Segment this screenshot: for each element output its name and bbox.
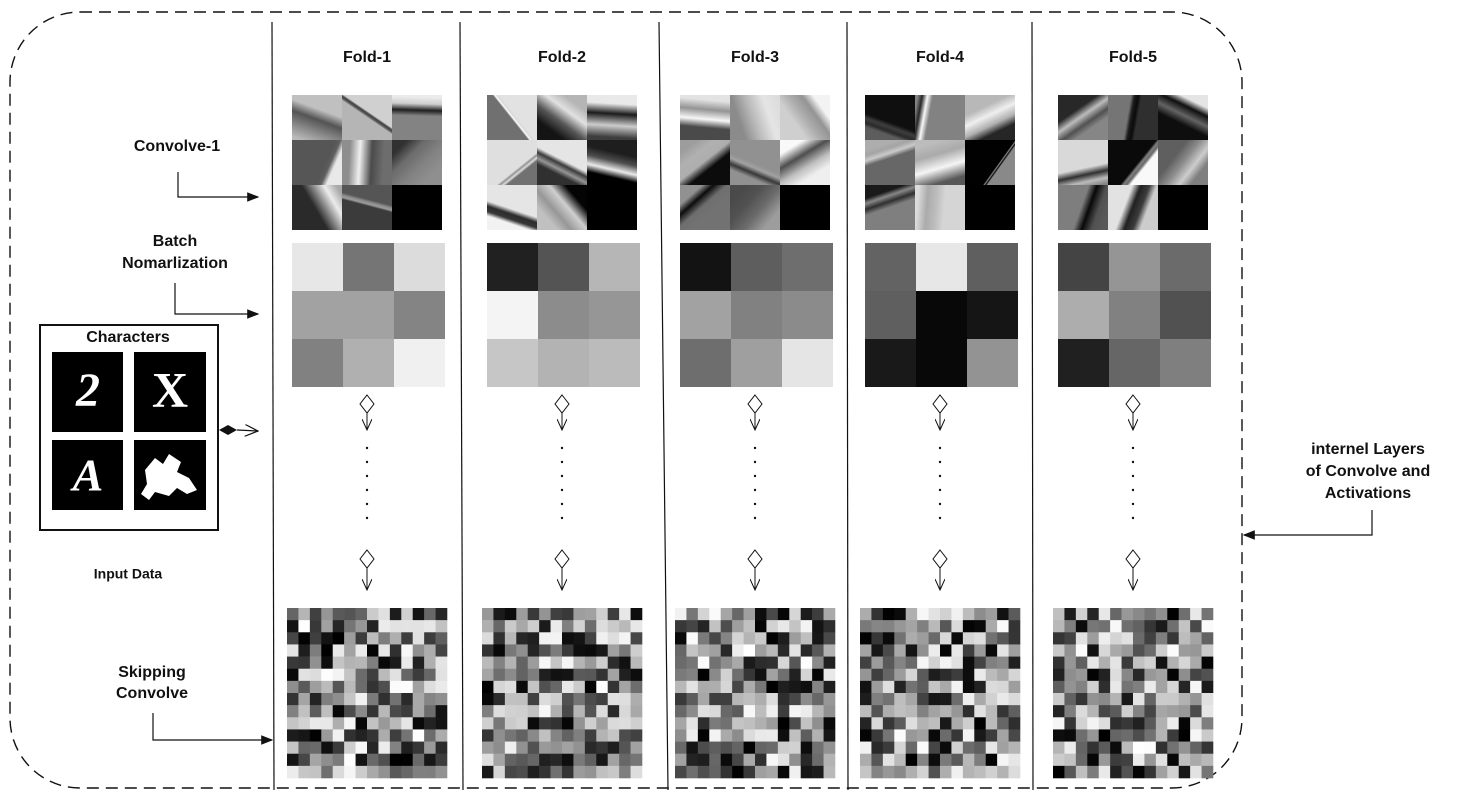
layers-label: Activations (1325, 485, 1411, 502)
glyph: X (152, 361, 188, 417)
fold-title: Fold-1 (343, 49, 391, 66)
glyph: 2 (75, 364, 100, 417)
arrow (1244, 510, 1372, 535)
connectors (360, 395, 374, 590)
batchnorm-blocks (865, 243, 1018, 387)
arrow (153, 713, 272, 740)
convolve-filters (680, 95, 830, 230)
arrow (175, 283, 258, 314)
batchnorm-blocks (1058, 243, 1211, 387)
convolve-filters (865, 95, 1015, 230)
connectors (555, 395, 569, 590)
convolve-filters (292, 95, 442, 230)
skip-grid (287, 608, 447, 778)
skipping-label: Convolve (116, 685, 188, 702)
connectors (1126, 395, 1140, 590)
convolve-label: Convolve-1 (134, 138, 220, 155)
layers-label: of Convolve and (1306, 463, 1430, 480)
arrow (237, 430, 258, 431)
input-caption: Input Data (94, 566, 163, 582)
skip-grid (675, 608, 835, 778)
fold-title: Fold-4 (916, 49, 964, 66)
batch-label: Batch (153, 233, 197, 250)
fold-title: Fold-2 (538, 49, 586, 66)
diamond (219, 425, 237, 435)
batchnorm-blocks (487, 243, 640, 387)
connectors (933, 395, 947, 590)
connectors (748, 395, 762, 590)
fold-title: Fold-3 (731, 49, 779, 66)
skip-grid (860, 608, 1020, 778)
skipping-label: Skipping (118, 664, 186, 681)
glyph: A (70, 450, 104, 501)
fold-title: Fold-5 (1109, 49, 1157, 66)
skip-grid (482, 608, 642, 778)
batchnorm-blocks (680, 243, 833, 387)
convolve-filters (487, 95, 637, 230)
batchnorm-blocks (292, 243, 445, 387)
layers-label: internel Layers (1311, 441, 1425, 458)
arrow (178, 172, 258, 197)
input-title: Characters (86, 329, 170, 346)
convolve-filters (1058, 95, 1208, 230)
diagram: Convolve-1 Batch Nomarlization Character… (0, 0, 1463, 792)
skip-grid (1053, 608, 1213, 778)
batch-label: Nomarlization (122, 255, 228, 272)
